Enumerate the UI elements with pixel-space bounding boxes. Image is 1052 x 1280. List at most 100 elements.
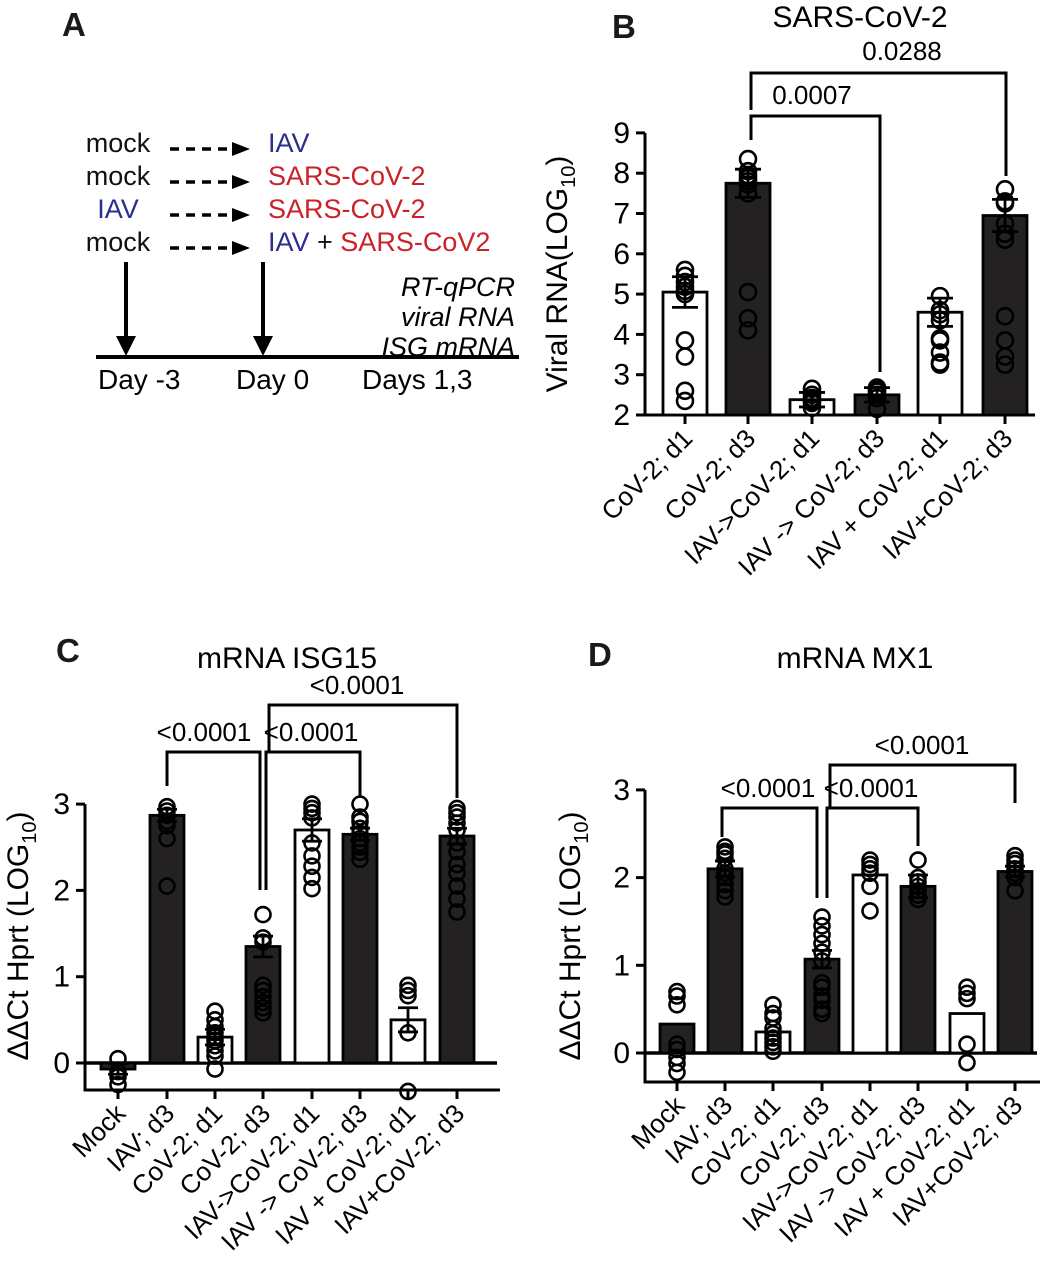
- data-point: [254, 905, 272, 924]
- y-axis-label: ΔΔCt Hprt (LOG10): [2, 811, 41, 1060]
- y-axis-label: ΔΔCt Hprt (LOG10): [554, 811, 593, 1060]
- data-point: [448, 814, 466, 832]
- data-point: [958, 978, 976, 997]
- p-value-label: <0.0001: [875, 730, 970, 760]
- y-tick-label: 9: [613, 117, 630, 150]
- p-value-label: 0.0007: [772, 80, 852, 110]
- data-point: [813, 991, 831, 1010]
- data-point: [995, 355, 1015, 374]
- y-tick-label: 1: [613, 949, 630, 982]
- data-point: [448, 877, 466, 895]
- data-point: [958, 1035, 976, 1054]
- bar: [981, 214, 1029, 417]
- assay-line: viral RNA: [400, 302, 515, 332]
- data-point: [861, 902, 879, 920]
- data-point: [813, 908, 831, 926]
- data-point: [930, 331, 950, 350]
- dashed-arrow-svg: [170, 175, 250, 189]
- panel-a-label: A: [62, 6, 86, 43]
- data-point: [448, 808, 466, 826]
- data-point: [448, 842, 466, 861]
- data-point: [958, 984, 976, 1003]
- p-value-label: <0.0001: [157, 717, 252, 747]
- data-point: [351, 838, 369, 857]
- y-tick-label: 8: [613, 157, 630, 190]
- data-point: [738, 282, 758, 302]
- dashed-arrow-svg: [170, 208, 250, 222]
- significance-bracket: [720, 806, 819, 898]
- challenge-label: SARS-CoV-2: [268, 194, 426, 225]
- data-point: [1006, 868, 1024, 887]
- significance-bracket: [749, 114, 882, 372]
- bar: [851, 873, 889, 1055]
- data-point: [254, 976, 272, 995]
- challenge-segment: SARS-CoV-2: [268, 160, 426, 191]
- assay-line: RT-qPCR: [400, 272, 515, 302]
- p-value-label: <0.0001: [264, 717, 359, 747]
- bar: [661, 290, 709, 417]
- p-value-label: <0.0001: [721, 773, 816, 803]
- data-point: [738, 184, 758, 203]
- data-point: [813, 1004, 831, 1023]
- panel-c-label: C: [56, 632, 80, 669]
- significance-bracket: [828, 763, 1017, 808]
- data-point: [158, 829, 176, 848]
- data-point: [206, 1011, 224, 1029]
- data-point: [930, 310, 950, 330]
- data-point: [399, 986, 417, 1005]
- significance-bracket: [264, 750, 362, 890]
- data-point: [738, 321, 758, 340]
- p-value-label: <0.0001: [310, 670, 405, 700]
- bar: [996, 870, 1034, 1055]
- significance-bracket: [749, 71, 1008, 176]
- challenge-segment: SARS-CoV2: [340, 226, 491, 257]
- y-tick-label: 7: [613, 198, 630, 231]
- dashed-arrow-icon: [168, 233, 258, 255]
- data-point: [802, 393, 822, 413]
- data-point: [716, 881, 734, 900]
- data-point: [668, 995, 686, 1014]
- challenge-segment: IAV: [268, 127, 310, 158]
- challenge-segment: IAV: [268, 226, 310, 257]
- data-point: [206, 1047, 224, 1065]
- data-point: [995, 347, 1015, 366]
- data-point: [303, 857, 321, 876]
- data-point: [813, 943, 831, 961]
- data-point: [158, 877, 176, 895]
- challenge-segment: SARS-CoV-2: [268, 193, 426, 224]
- p-value-label: <0.0001: [824, 773, 919, 803]
- data-point: [303, 803, 321, 822]
- chart-title: SARS-CoV-2: [772, 1, 947, 34]
- data-point: [813, 925, 831, 944]
- treatment-row: IAV SARS-CoV-2: [68, 192, 426, 226]
- data-point: [802, 379, 822, 399]
- dashed-arrow-svg: [170, 142, 250, 156]
- data-point: [930, 355, 950, 374]
- data-point: [668, 987, 686, 1005]
- dashed-arrow-icon: [168, 200, 258, 222]
- timeline-label-days13: Days 1,3: [362, 364, 473, 395]
- chart-title: mRNA ISG15: [197, 642, 377, 675]
- data-point: [675, 284, 695, 304]
- data-point: [351, 843, 369, 862]
- data-point: [109, 1075, 127, 1094]
- data-point: [158, 816, 176, 835]
- pretreatment-label: mock: [85, 226, 151, 257]
- data-point: [995, 306, 1015, 326]
- data-point: [867, 388, 887, 408]
- data-point: [399, 1082, 417, 1101]
- challenge-label: IAV: [268, 128, 310, 159]
- data-point: [813, 934, 831, 953]
- data-point: [303, 879, 321, 898]
- dashed-arrow-icon: [168, 134, 258, 156]
- chart-title: mRNA MX1: [777, 642, 934, 675]
- data-point: [995, 224, 1015, 243]
- data-point: [930, 304, 950, 324]
- data-point: [303, 834, 321, 852]
- data-point: [668, 1054, 686, 1073]
- data-point: [675, 272, 695, 292]
- challenge-label: IAV + SARS-CoV2: [268, 227, 490, 258]
- y-tick-label: 0: [613, 1037, 630, 1070]
